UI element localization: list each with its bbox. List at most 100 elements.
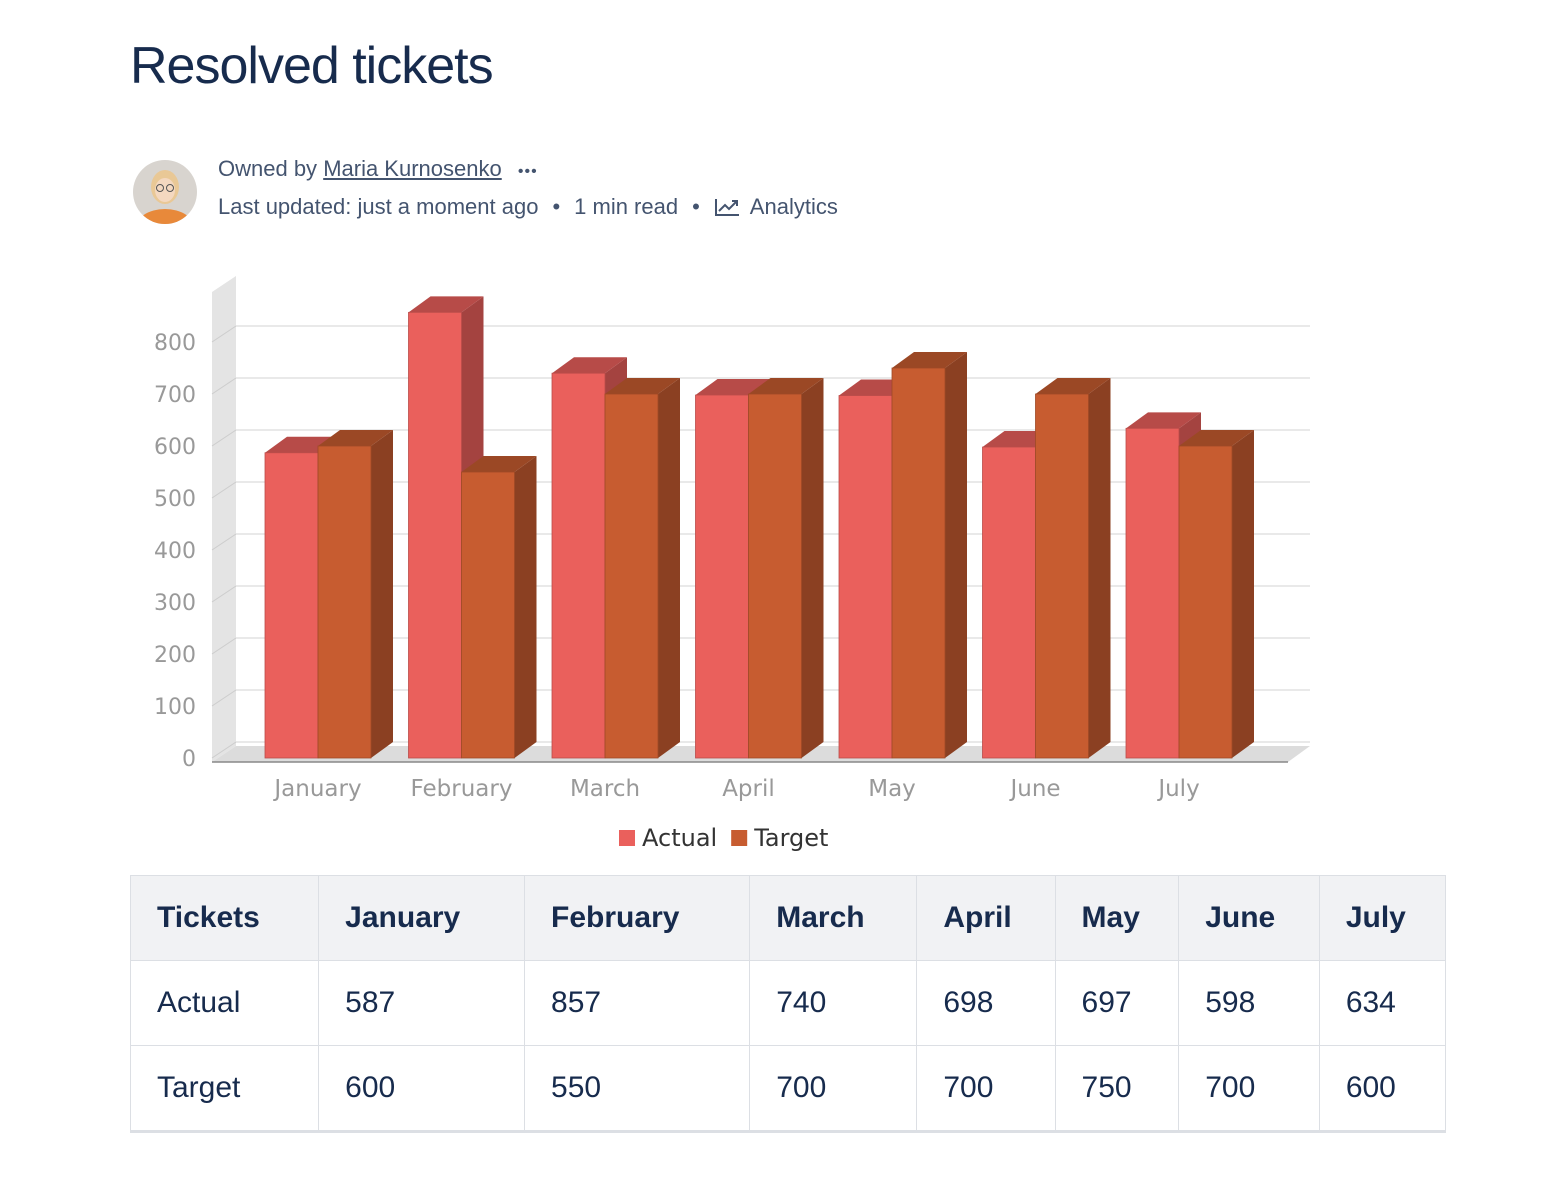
y-tick (211, 325, 237, 343)
bar-side (658, 378, 680, 758)
table-cell: Target (129, 1045, 320, 1133)
bar (748, 393, 802, 759)
bar-top (1035, 378, 1111, 394)
y-tick (211, 377, 237, 395)
bar (604, 393, 659, 759)
y-tick (211, 585, 237, 603)
info-line: Last updated: just a moment ago • 1 min re… (218, 194, 838, 220)
table-cell: 857 (524, 960, 751, 1046)
legend-label: Target (753, 824, 828, 852)
table-cell: 750 (1054, 1045, 1180, 1133)
header-cell: January (318, 875, 526, 961)
bar-top (552, 357, 627, 374)
header-cell: May (1054, 875, 1180, 961)
bar-top (605, 378, 680, 394)
x-tick-label: June (1008, 776, 1060, 802)
bar-top (408, 296, 484, 313)
table-cell: 700 (749, 1045, 918, 1133)
bar (695, 394, 749, 759)
x-tick-label: January (272, 776, 361, 802)
header-cell: April (916, 875, 1056, 961)
table-cell: 550 (524, 1045, 751, 1133)
bar-side (371, 430, 393, 758)
y-tick-label: 600 (154, 435, 196, 460)
bar-side (945, 352, 967, 758)
y-tick (211, 741, 237, 759)
y-tick-label: 500 (154, 487, 196, 512)
legend-swatch (731, 830, 748, 846)
bar-top (1126, 412, 1201, 429)
owner-link[interactable]: Maria Kurnosenko (323, 156, 502, 181)
table-cell: 598 (1178, 960, 1320, 1046)
analytics-icon (714, 199, 739, 216)
x-tick-label: April (722, 776, 775, 802)
y-tick (211, 429, 237, 447)
y-tick-label: 100 (154, 695, 196, 720)
header-cell: February (524, 875, 751, 961)
read-time: 1 min read (574, 194, 679, 219)
bar-side (1088, 378, 1111, 758)
header-cell: Tickets (129, 875, 320, 961)
table-row: Actual 587 857 740 698 697 598 634 (129, 960, 1447, 1046)
bar-top (748, 378, 824, 394)
y-tick-label: 0 (182, 747, 196, 772)
bar (1125, 427, 1180, 759)
bar (551, 372, 606, 759)
header-cell: March (749, 875, 918, 961)
y-tick (211, 481, 237, 499)
owned-by: Owned by (218, 156, 318, 181)
table-cell: 698 (916, 960, 1056, 1046)
analytics-link[interactable]: Analytics (749, 194, 838, 219)
data-table: Tickets January February March April May June J… (129, 875, 1447, 1133)
bar-top (1179, 430, 1254, 446)
table-cell: 634 (1318, 960, 1447, 1046)
table-cell: 600 (1318, 1045, 1447, 1133)
bar (1178, 445, 1233, 759)
last-updated: Last updated: just a moment ago (218, 194, 539, 219)
header-cell: June (1178, 875, 1320, 961)
x-tick-label: March (570, 776, 640, 802)
y-tick (211, 637, 237, 655)
more-button[interactable]: ••• (517, 163, 538, 180)
header-row: Tickets January February March April May June J… (129, 875, 1447, 961)
y-tick (211, 689, 237, 707)
table-row: Target 600 550 700 700 750 700 600 (129, 1045, 1447, 1133)
bar (838, 395, 893, 759)
bar-top (892, 352, 967, 368)
owner-line: Owned by Maria Kurnosenko ••• (218, 156, 538, 182)
bar (891, 367, 946, 759)
bar (317, 445, 372, 759)
table-cell: 700 (1178, 1045, 1320, 1133)
bar (264, 452, 319, 759)
header-cell: July (1318, 875, 1447, 961)
bar (982, 446, 1036, 759)
chart: 0 100 200 300 400 500 600 700 800 January February… (154, 276, 1310, 852)
x-tick-label: May (868, 776, 916, 802)
x-tick-label: July (1156, 776, 1199, 802)
bar (461, 471, 515, 759)
y-tick-label: 300 (154, 591, 196, 616)
bar-top (461, 456, 537, 472)
legend-swatch (619, 830, 635, 846)
table-cell: 700 (916, 1045, 1056, 1133)
separator: • (692, 194, 700, 219)
y-tick (211, 533, 237, 551)
y-tick-label: 700 (154, 383, 196, 408)
bar-top (695, 379, 771, 396)
table-cell: 587 (318, 960, 526, 1046)
bar (1035, 393, 1089, 759)
bar-top (318, 430, 393, 446)
separator: • (552, 194, 561, 219)
table-cell: Actual (129, 960, 320, 1046)
bar-side (514, 456, 537, 758)
x-tick-label: February (411, 776, 513, 802)
bar-side (1232, 430, 1254, 758)
legend-label: Actual (642, 824, 717, 852)
table-cell: 600 (318, 1045, 526, 1133)
y-tick-label: 400 (154, 539, 196, 564)
y-tick-label: 200 (154, 643, 196, 668)
bar (408, 311, 462, 759)
avatar[interactable] (132, 159, 198, 225)
table-cell: 740 (749, 960, 918, 1046)
